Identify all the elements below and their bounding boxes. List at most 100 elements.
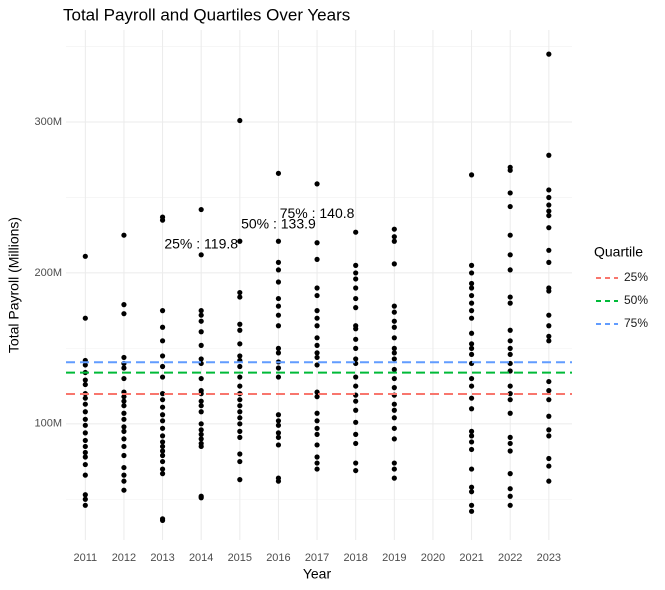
point [468,308,475,314]
point [121,375,127,382]
point [468,466,475,472]
point [121,478,127,484]
x-tick-label: 2014 [189,552,213,564]
point [275,170,282,176]
point [314,362,320,368]
point [275,430,282,436]
point [275,259,282,265]
point [82,430,88,436]
point [159,217,166,223]
chart-title: Total Payroll and Quartiles Over Years [63,5,350,24]
x-tick-label: 2023 [537,552,561,564]
point [391,415,397,421]
point [237,434,243,440]
point [275,365,282,371]
point [314,335,320,341]
point [391,356,397,362]
point [121,436,127,442]
point [353,270,359,276]
point [391,460,397,466]
point [275,345,282,351]
point [314,256,320,262]
point [159,338,166,344]
legend-title: Quartile [594,244,643,260]
point [546,413,552,419]
point [391,366,397,373]
point [159,448,166,454]
point [198,206,204,213]
point [121,487,127,493]
point [237,238,243,244]
point [314,292,320,299]
point [275,418,282,424]
point [507,383,513,389]
point [507,338,513,344]
point [198,409,204,415]
point [159,308,166,314]
point [275,412,282,418]
point [121,232,127,238]
point [198,403,204,409]
point [468,439,475,445]
point [391,318,397,324]
point [391,466,397,472]
point [82,422,88,428]
point [546,388,552,394]
point [353,356,359,362]
point [275,295,282,302]
point [546,288,552,294]
point [159,466,166,472]
point [546,247,552,253]
point [159,418,166,424]
point [237,409,243,415]
point [237,327,243,333]
point [82,395,88,401]
point [468,433,475,439]
point [546,225,552,231]
point [468,262,475,268]
point [468,285,475,291]
point [468,315,475,321]
point [507,294,513,300]
point [275,434,282,440]
point [159,452,166,459]
point [198,342,204,348]
point [391,238,397,244]
point [82,454,88,460]
point [314,425,320,431]
point [237,294,243,300]
point [314,466,320,472]
point [353,431,359,437]
point [507,252,513,258]
point [353,407,359,413]
point [546,152,552,158]
point [546,323,552,329]
y-tick-label: 100M [34,418,62,430]
point [353,326,359,332]
point [121,365,127,371]
x-tick-label: 2016 [266,552,290,564]
point [468,406,475,412]
point [314,431,320,437]
point [159,443,166,450]
point [314,308,320,314]
point [546,455,552,462]
point [507,345,513,351]
point [121,302,127,308]
point [121,416,127,422]
point [546,378,552,385]
point [159,374,166,380]
point [468,341,475,347]
x-tick-label: 2018 [343,552,367,564]
legend-label: 25% [624,270,648,284]
point [237,477,243,483]
point [546,338,552,344]
point [237,363,243,370]
point [391,261,397,267]
point [468,489,475,495]
point [82,443,88,450]
point [121,410,127,416]
point [353,295,359,302]
point [237,374,243,380]
